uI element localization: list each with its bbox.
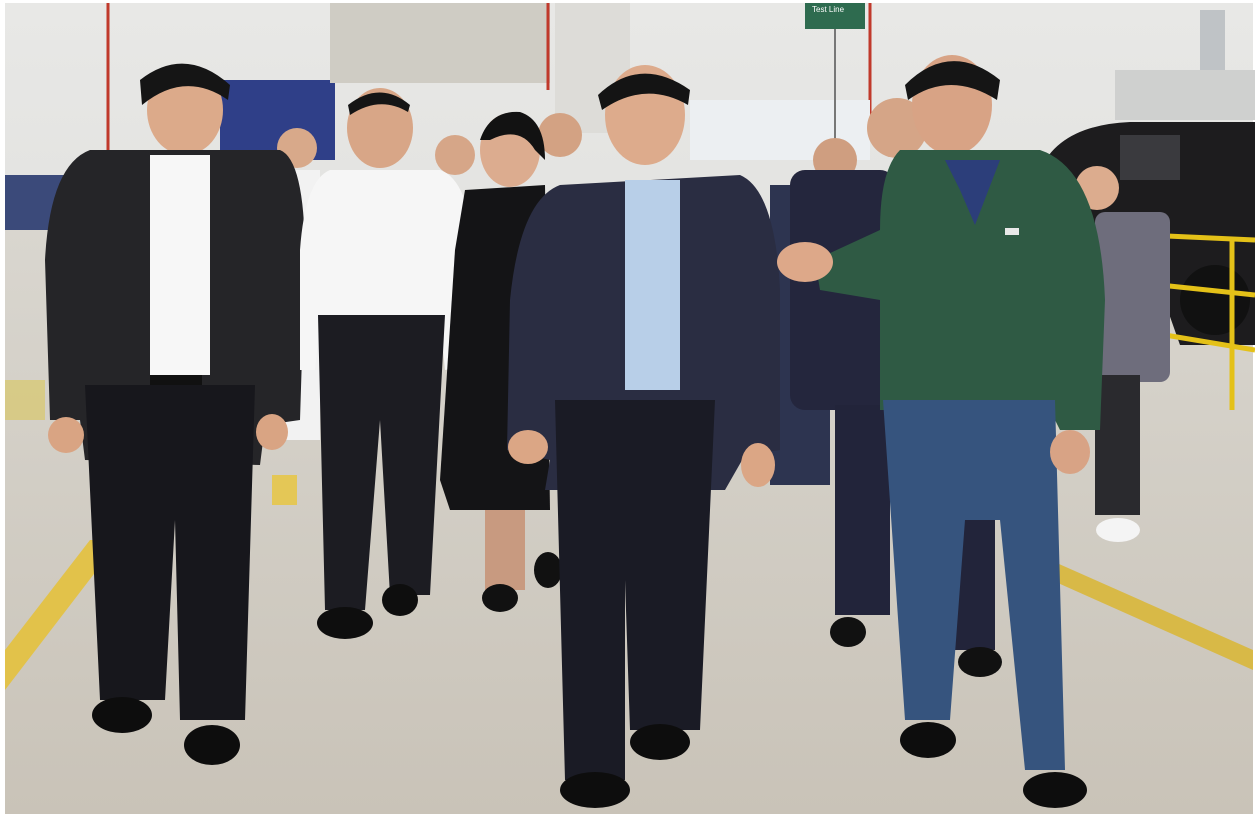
- sign: [805, 3, 865, 29]
- person-left: [45, 63, 305, 765]
- person-center: [507, 65, 780, 808]
- sign-text: Test Line: [812, 5, 845, 14]
- person-white-shirt: [300, 88, 475, 639]
- person-green-jacket: [777, 55, 1105, 808]
